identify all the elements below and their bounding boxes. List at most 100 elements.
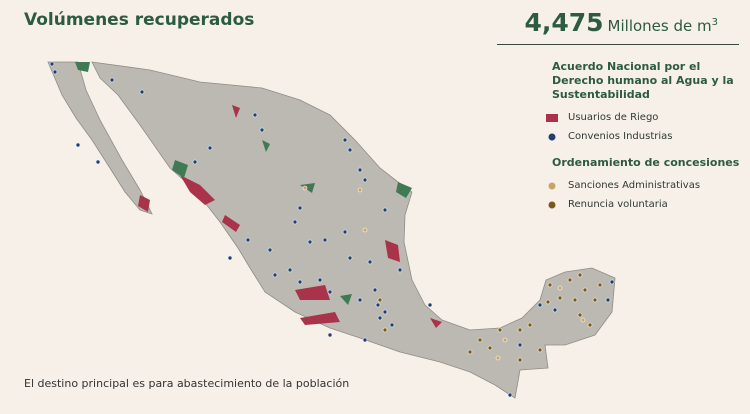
site-marker — [307, 239, 313, 245]
site-marker — [382, 327, 388, 333]
site-marker — [322, 237, 328, 243]
site-marker — [389, 322, 395, 328]
legend-label: Renuncia voluntaria — [568, 199, 668, 210]
site-marker — [357, 187, 363, 193]
mexico-outline — [47, 61, 616, 399]
site-marker — [557, 295, 563, 301]
site-marker — [252, 112, 258, 118]
site-marker — [495, 355, 501, 361]
site-marker — [592, 297, 598, 303]
unit-text: Millones de m — [607, 17, 712, 35]
swatch — [548, 182, 556, 189]
site-marker — [577, 312, 583, 318]
swatch — [546, 113, 558, 122]
site-marker — [287, 267, 293, 273]
site-marker — [377, 297, 383, 303]
legend-group-title: Ordenamiento de concesiones — [552, 156, 740, 169]
total-value: 4,475 — [524, 8, 604, 37]
legend-item: Convenios Industrias — [546, 127, 741, 146]
swatch — [548, 201, 556, 208]
legend-label: Usuarios de Riego — [568, 112, 659, 123]
site-marker — [552, 307, 558, 313]
site-marker — [372, 287, 378, 293]
site-marker — [580, 317, 586, 323]
site-marker — [302, 185, 308, 191]
site-marker — [467, 349, 473, 355]
site-marker — [52, 69, 58, 75]
total: 4,475 Millones de m3 — [524, 8, 718, 37]
site-marker — [49, 61, 55, 67]
site-marker — [487, 345, 493, 351]
site-marker — [347, 147, 353, 153]
site-marker — [109, 77, 115, 83]
site-marker — [507, 392, 513, 398]
site-marker — [375, 302, 381, 308]
site-marker — [497, 327, 503, 333]
site-marker — [347, 255, 353, 261]
legend-item: Renuncia voluntaria — [546, 195, 741, 214]
site-marker — [297, 205, 303, 211]
green-areas — [75, 62, 412, 305]
site-marker — [547, 282, 553, 288]
legend-label: Convenios Industrias — [568, 131, 673, 142]
site-marker — [517, 357, 523, 363]
site-marker — [327, 289, 333, 295]
site-markers — [49, 61, 615, 398]
site-marker — [297, 279, 303, 285]
site-marker — [477, 337, 483, 343]
legend-group-title: Acuerdo Nacional por el Derecho humano a… — [552, 60, 734, 101]
irrigation-areas — [138, 105, 442, 328]
site-marker — [587, 322, 593, 328]
site-marker — [527, 322, 533, 328]
site-marker — [577, 272, 583, 278]
site-marker — [377, 315, 383, 321]
site-marker — [609, 279, 615, 285]
site-marker — [342, 229, 348, 235]
site-marker — [537, 302, 543, 308]
site-marker — [139, 89, 145, 95]
site-marker — [357, 297, 363, 303]
site-marker — [567, 277, 573, 283]
site-marker — [605, 297, 611, 303]
site-marker — [292, 219, 298, 225]
unit-exponent: 3 — [711, 17, 718, 28]
site-marker — [362, 337, 368, 343]
site-marker — [582, 287, 588, 293]
site-marker — [382, 207, 388, 213]
site-marker — [245, 237, 251, 243]
site-marker — [557, 285, 563, 291]
legend-item: Sanciones Administrativas — [546, 176, 741, 195]
site-marker — [427, 302, 433, 308]
site-marker — [317, 277, 323, 283]
site-marker — [597, 282, 603, 288]
site-marker — [95, 159, 101, 165]
site-marker — [517, 327, 523, 333]
legend: Acuerdo Nacional por el Derecho humano a… — [546, 60, 747, 214]
site-marker — [572, 297, 578, 303]
site-marker — [382, 309, 388, 315]
total-unit: Millones de m3 — [608, 17, 718, 35]
site-marker — [537, 347, 543, 353]
site-marker — [362, 227, 368, 233]
site-marker — [207, 145, 213, 151]
legend-item: Usuarios de Riego — [546, 108, 741, 127]
site-marker — [192, 159, 198, 165]
site-marker — [272, 272, 278, 278]
site-marker — [545, 299, 551, 305]
swatch — [548, 133, 556, 140]
site-marker — [227, 255, 233, 261]
site-marker — [502, 337, 508, 343]
legend-label: Sanciones Administrativas — [568, 180, 701, 191]
site-marker — [397, 267, 403, 273]
site-marker — [342, 137, 348, 143]
footer: El destino principal es para abastecimie… — [24, 377, 350, 390]
site-marker — [357, 167, 363, 173]
site-marker — [267, 247, 273, 253]
site-marker — [517, 342, 523, 348]
site-marker — [362, 177, 368, 183]
site-marker — [75, 142, 81, 148]
site-marker — [367, 259, 373, 265]
divider — [497, 44, 739, 45]
